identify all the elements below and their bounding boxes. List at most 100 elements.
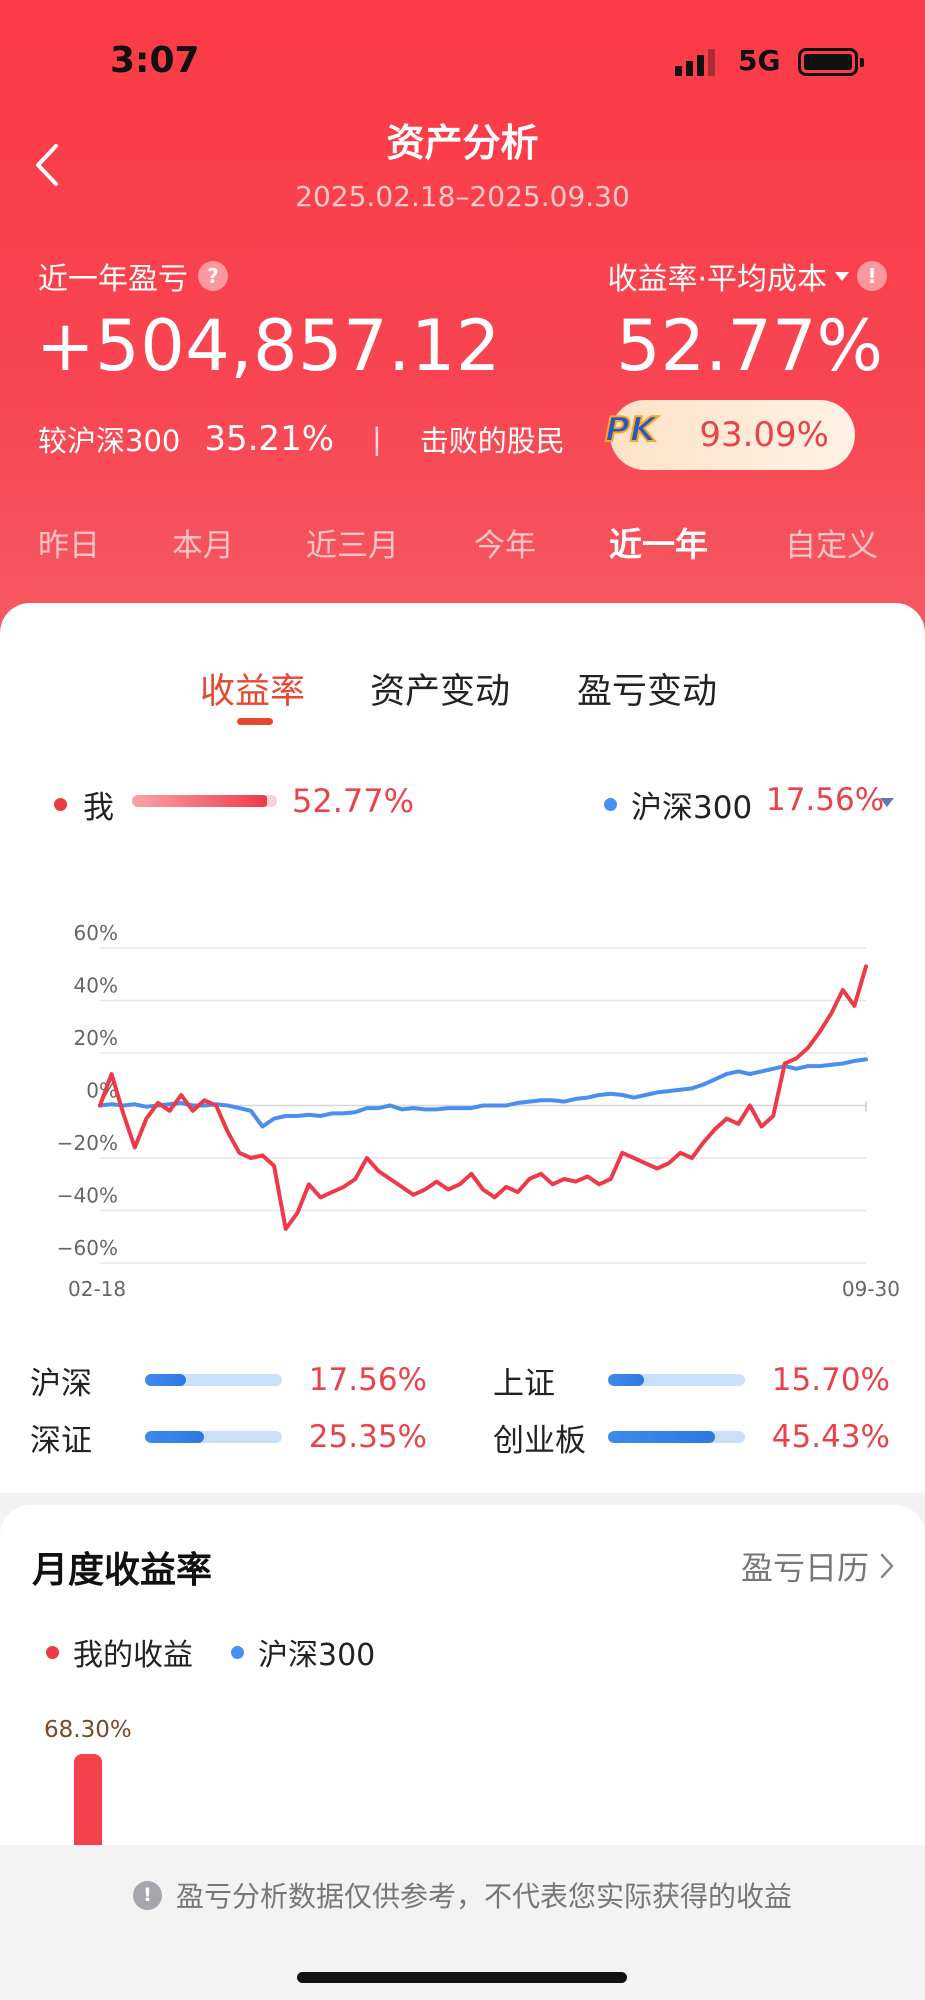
pk-icon: PK bbox=[604, 409, 657, 451]
year-pnl-label: 近一年盈亏 ? bbox=[38, 254, 228, 298]
index-name: 创业板 bbox=[493, 1422, 586, 1459]
monthly-bar[interactable] bbox=[74, 1754, 102, 1854]
index-bar-fill bbox=[608, 1374, 644, 1386]
y-tick-label: 60% bbox=[74, 921, 118, 945]
index-name: 上证 bbox=[493, 1365, 555, 1402]
rate-method-selector[interactable]: 收益率·平均成本 ! bbox=[607, 254, 887, 298]
index-item-cyb: 创业板 45.43% bbox=[493, 1412, 890, 1462]
network-label: 5G bbox=[738, 44, 781, 77]
year-pnl-label-text: 近一年盈亏 bbox=[38, 262, 188, 297]
legend-hs300-dot-icon bbox=[231, 1645, 244, 1659]
beat-value: 93.09% bbox=[699, 415, 829, 455]
monthly-title: 月度收益率 bbox=[32, 1550, 213, 1591]
chart-y-ticks: 60%40%20%0%−20%−40%−60% bbox=[57, 921, 118, 1260]
page-title: 资产分析 bbox=[386, 121, 539, 165]
period-tabs: 昨日 本月 近三月 今年 近一年 自定义 bbox=[0, 520, 925, 570]
tab-three-months[interactable]: 近三月 bbox=[306, 528, 399, 564]
return-rate-value: 52.77% bbox=[616, 305, 883, 387]
battery-icon bbox=[798, 48, 864, 76]
index-bar-fill bbox=[145, 1431, 204, 1443]
chart-grid bbox=[100, 947, 867, 1264]
y-tick-label: −60% bbox=[57, 1236, 118, 1260]
series-line-me bbox=[98, 964, 868, 1231]
index-bar-fill bbox=[608, 1431, 715, 1443]
y-tick-label: 40% bbox=[74, 974, 118, 998]
return-line-chart[interactable]: 60%40%20%0%−20%−40%−60% 02-18 09-30 bbox=[0, 853, 925, 1313]
signal-icon bbox=[675, 48, 715, 76]
index-bar bbox=[145, 1431, 282, 1443]
warning-icon: ! bbox=[132, 1880, 162, 1910]
footer: ! 盈亏分析数据仅供参考，不代表您实际获得的收益 bbox=[0, 1845, 925, 2000]
chart-legend: 我 52.77% 沪深300 17.56% bbox=[0, 778, 925, 826]
beat-badge[interactable]: 93.09% bbox=[610, 400, 855, 470]
index-bar bbox=[608, 1374, 745, 1386]
index-name: 沪深 bbox=[30, 1365, 92, 1402]
status-time: 3:07 bbox=[110, 40, 200, 81]
x-tick-end: 09-30 bbox=[842, 1277, 900, 1301]
legend-me-bar bbox=[132, 795, 277, 807]
compare-separator: | bbox=[372, 422, 382, 456]
subtab-indicator bbox=[237, 718, 273, 725]
tab-yesterday[interactable]: 昨日 bbox=[38, 528, 100, 564]
index-value: 15.70% bbox=[771, 1362, 890, 1398]
index-name: 深证 bbox=[30, 1422, 92, 1459]
return-card: 收益率 资产变动 盈亏变动 我 52.77% 沪深300 17.56% 60% 4… bbox=[0, 603, 925, 1493]
legend-index-label: 沪深300 bbox=[631, 790, 753, 826]
index-bar bbox=[608, 1431, 745, 1443]
index-value: 25.35% bbox=[308, 1419, 427, 1455]
status-bar: 3:07 5G bbox=[0, 40, 925, 90]
x-tick-start: 02-18 bbox=[68, 1277, 126, 1301]
series-line-hs300 bbox=[98, 1057, 868, 1129]
legend-hs300: 沪深300 bbox=[258, 1638, 376, 1673]
y-tick-label: 20% bbox=[74, 1026, 118, 1050]
compare-label: 较沪深300 bbox=[38, 424, 181, 458]
index-dropdown-icon[interactable] bbox=[880, 798, 894, 807]
disclaimer: ! 盈亏分析数据仅供参考，不代表您实际获得的收益 bbox=[0, 1875, 925, 1915]
legend-me-dot-icon bbox=[54, 798, 67, 811]
subtab-asset-change[interactable]: 资产变动 bbox=[370, 672, 511, 712]
index-item-hs: 沪深 17.56% bbox=[30, 1355, 427, 1405]
header: 3:07 5G 资产分析 2025.02.18–2025.09.30 近一年盈亏… bbox=[0, 0, 925, 640]
info-icon[interactable]: ! bbox=[857, 261, 887, 291]
chart-lines bbox=[98, 964, 868, 1231]
compare-value: 35.21% bbox=[204, 419, 335, 459]
disclaimer-text: 盈亏分析数据仅供参考，不代表您实际获得的收益 bbox=[175, 1880, 792, 1913]
index-value: 17.56% bbox=[308, 1362, 427, 1398]
y-tick-label: −40% bbox=[57, 1184, 118, 1208]
chart-x-ticks: 02-18 09-30 bbox=[68, 1277, 900, 1301]
pnl-calendar-link[interactable]: 盈亏日历 bbox=[741, 1543, 895, 1589]
year-pnl-value: +504,857.12 bbox=[36, 305, 501, 387]
help-icon[interactable]: ? bbox=[198, 261, 228, 291]
tab-this-year[interactable]: 今年 bbox=[474, 528, 536, 564]
home-indicator bbox=[297, 1972, 627, 1983]
legend-my-return: 我的收益 bbox=[73, 1638, 193, 1673]
legend-index-dot-icon bbox=[604, 798, 617, 811]
subtab-return-rate[interactable]: 收益率 bbox=[200, 672, 306, 712]
legend-me-value: 52.77% bbox=[292, 782, 415, 820]
index-value: 45.43% bbox=[771, 1419, 890, 1455]
rate-method-label: 收益率·平均成本 bbox=[607, 262, 827, 297]
subtab-pnl-change[interactable]: 盈亏变动 bbox=[577, 672, 718, 712]
tab-this-month[interactable]: 本月 bbox=[172, 528, 234, 564]
date-range: 2025.02.18–2025.09.30 bbox=[295, 180, 630, 213]
pnl-calendar-label: 盈亏日历 bbox=[740, 1549, 869, 1587]
monthly-legend: 我的收益 沪深300 bbox=[46, 1630, 375, 1674]
legend-me: 我 bbox=[54, 782, 114, 827]
dropdown-caret-icon bbox=[835, 271, 849, 281]
legend-index-value: 17.56% bbox=[766, 782, 885, 818]
legend-me-label: 我 bbox=[83, 790, 114, 826]
tab-one-year[interactable]: 近一年 bbox=[609, 525, 708, 564]
index-bar bbox=[145, 1374, 282, 1386]
beat-label: 击败的股民 bbox=[419, 424, 565, 458]
back-arrow-icon[interactable] bbox=[30, 140, 70, 190]
legend-my-return-dot-icon bbox=[46, 1645, 59, 1659]
compare-row: 较沪深300 35.21% | 击败的股民 bbox=[38, 418, 565, 460]
legend-index[interactable]: 沪深300 bbox=[604, 782, 752, 827]
tab-custom[interactable]: 自定义 bbox=[785, 528, 878, 564]
chevron-right-icon bbox=[880, 1553, 894, 1579]
index-bar-fill bbox=[145, 1374, 187, 1386]
y-tick-label: −20% bbox=[57, 1131, 118, 1155]
monthly-bar-label: 68.30% bbox=[44, 1717, 132, 1743]
index-item-sz: 深证 25.35% bbox=[30, 1412, 427, 1462]
index-item-sh: 上证 15.70% bbox=[493, 1355, 890, 1405]
